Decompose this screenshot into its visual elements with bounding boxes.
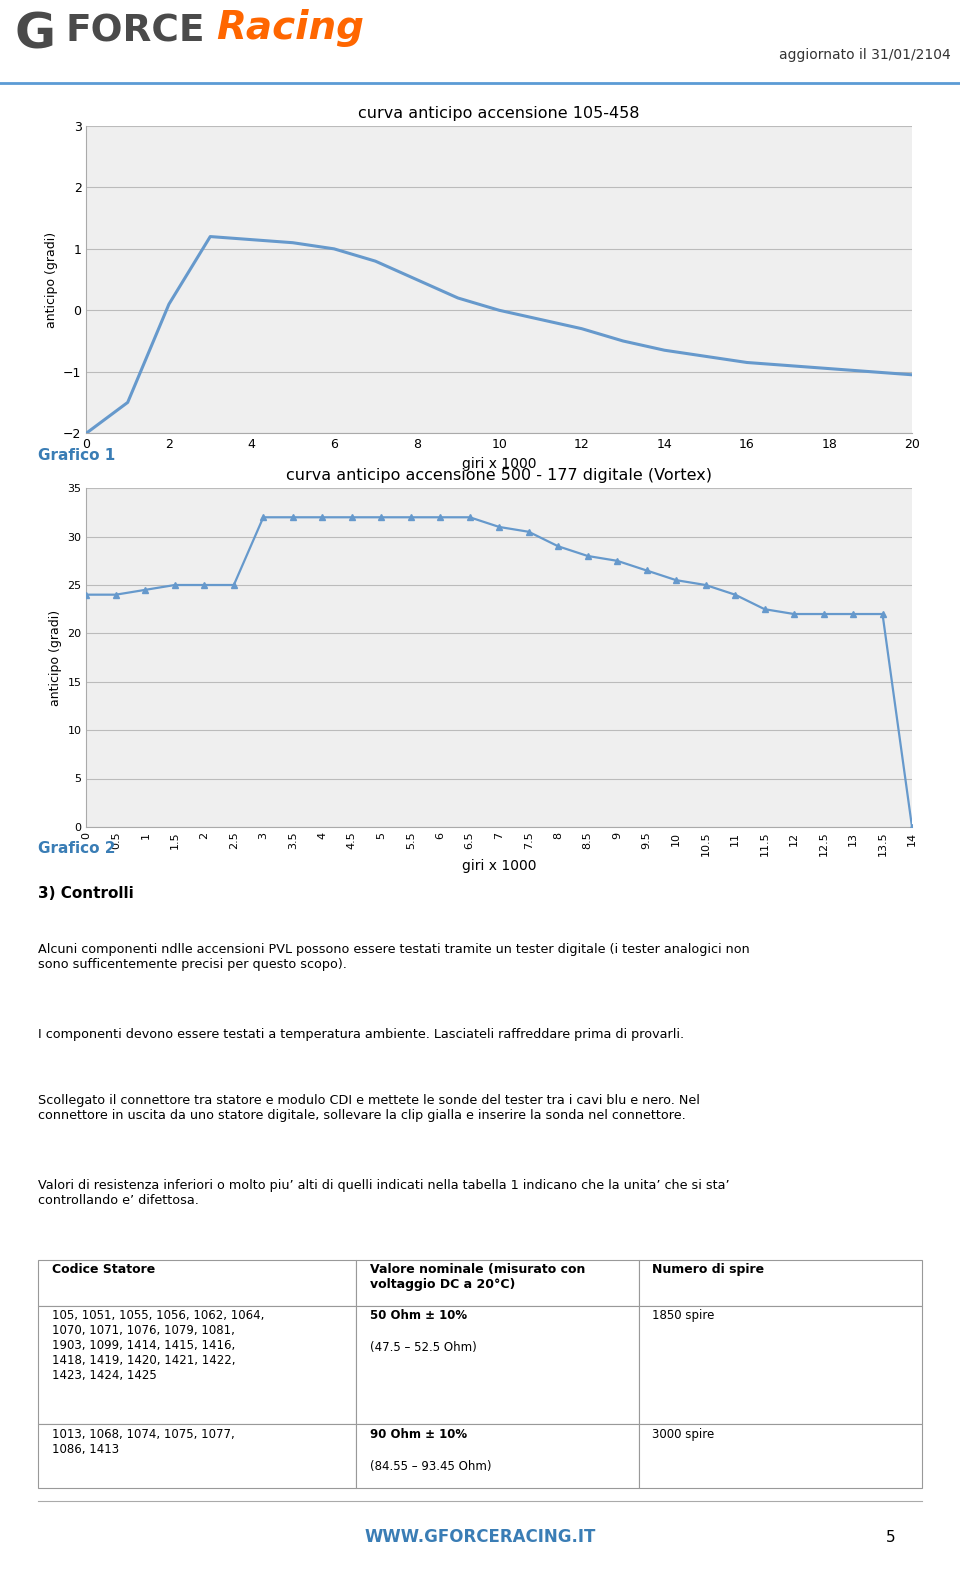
Text: Scollegato il connettore tra statore e modulo CDI e mettete le sonde del tester : Scollegato il connettore tra statore e m… (38, 1095, 700, 1123)
Title: curva anticipo accensione 105-458: curva anticipo accensione 105-458 (358, 106, 640, 121)
Bar (38, 1424, 356, 1488)
Text: Racing: Racing (216, 8, 364, 47)
X-axis label: giri x 1000: giri x 1000 (462, 457, 537, 471)
Text: Grafico 2: Grafico 2 (38, 841, 116, 857)
Text: (84.55 – 93.45 Ohm): (84.55 – 93.45 Ohm) (370, 1460, 492, 1473)
Text: Alcuni componenti ndlle accensioni PVL possono essere testati tramite un tester : Alcuni componenti ndlle accensioni PVL p… (38, 943, 750, 972)
Text: (47.5 – 52.5 Ohm): (47.5 – 52.5 Ohm) (370, 1340, 476, 1354)
Text: 3) Controlli: 3) Controlli (38, 885, 134, 901)
Text: 50 Ohm ± 10%: 50 Ohm ± 10% (370, 1309, 467, 1321)
Text: Numero di spire: Numero di spire (652, 1263, 764, 1276)
Bar (356, 1306, 639, 1424)
Bar (38, 1260, 356, 1306)
Bar (639, 1424, 922, 1488)
Text: 105, 1051, 1055, 1056, 1062, 1064,
1070, 1071, 1076, 1079, 1081,
1903, 1099, 141: 105, 1051, 1055, 1056, 1062, 1064, 1070,… (52, 1309, 264, 1383)
Bar (356, 1260, 639, 1306)
Text: 90 Ohm ± 10%: 90 Ohm ± 10% (370, 1429, 467, 1441)
Text: G: G (14, 11, 56, 58)
Text: I componenti devono essere testati a temperatura ambiente. Lasciateli raffreddar: I componenti devono essere testati a tem… (38, 1028, 684, 1041)
Text: WWW.GFORCERACING.IT: WWW.GFORCERACING.IT (364, 1528, 596, 1547)
Text: Grafico 1: Grafico 1 (38, 447, 115, 463)
Text: 3000 spire: 3000 spire (652, 1429, 714, 1441)
Y-axis label: anticipo (gradi): anticipo (gradi) (49, 610, 61, 706)
Bar (639, 1260, 922, 1306)
Bar (639, 1306, 922, 1424)
Text: Valori di resistenza inferiori o molto piu’ alti di quelli indicati nella tabell: Valori di resistenza inferiori o molto p… (38, 1178, 730, 1206)
Text: 5: 5 (885, 1529, 895, 1545)
Y-axis label: anticipo (gradi): anticipo (gradi) (44, 232, 58, 328)
Bar (38, 1306, 356, 1424)
Text: 1850 spire: 1850 spire (652, 1309, 714, 1321)
Text: Valore nominale (misurato con
voltaggio DC a 20°C): Valore nominale (misurato con voltaggio … (370, 1263, 585, 1292)
X-axis label: giri x 1000: giri x 1000 (462, 860, 537, 873)
Title: curva anticipo accensione 500 - 177 digitale (Vortex): curva anticipo accensione 500 - 177 digi… (286, 468, 712, 484)
Text: 1013, 1068, 1074, 1075, 1077,
1086, 1413: 1013, 1068, 1074, 1075, 1077, 1086, 1413 (52, 1429, 234, 1455)
Bar (356, 1424, 639, 1488)
Text: Codice Statore: Codice Statore (52, 1263, 155, 1276)
Text: aggiornato il 31/01/2104: aggiornato il 31/01/2104 (779, 49, 950, 63)
Text: FORCE: FORCE (65, 14, 204, 50)
